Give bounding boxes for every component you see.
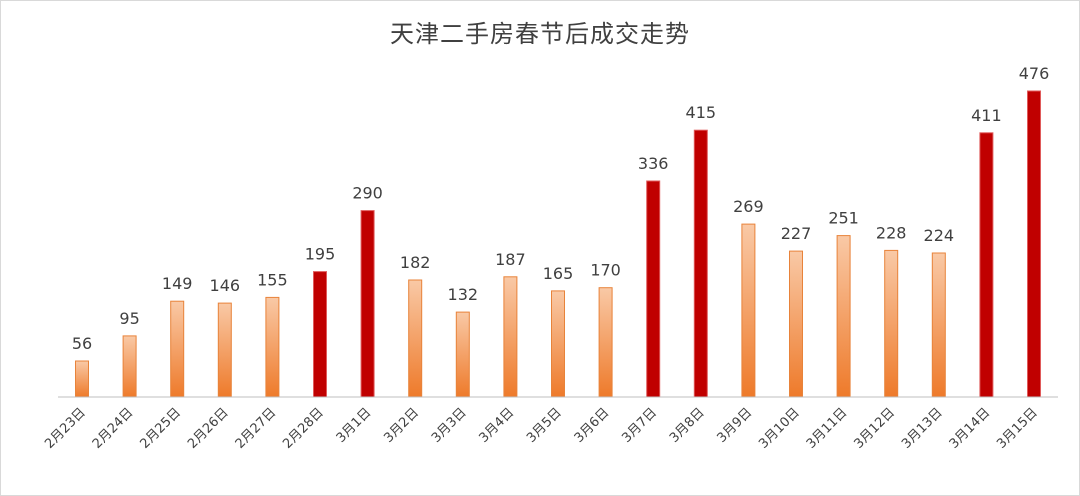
- x-tick-label-3月7日: 3月7日: [619, 405, 660, 446]
- x-tick-label-3月9日: 3月9日: [715, 405, 756, 446]
- data-label-2月25日: 149: [162, 274, 193, 293]
- data-label-3月11日: 251: [828, 209, 859, 228]
- data-label-3月9日: 269: [733, 197, 764, 216]
- bars-group: [75, 90, 1041, 398]
- chart-title: 天津二手房春节后成交走势: [390, 20, 690, 48]
- data-label-3月6日: 170: [590, 261, 621, 280]
- bar-3月3日: [455, 311, 470, 398]
- data-label-2月28日: 195: [305, 245, 336, 264]
- bar-3月14日: [979, 132, 994, 398]
- data-label-2月23日: 56: [72, 334, 92, 353]
- x-tick-label-3月13日: 3月13日: [899, 405, 946, 452]
- data-label-3月1日: 290: [352, 184, 383, 203]
- data-label-3月3日: 132: [448, 285, 479, 304]
- x-tick-label-2月28日: 2月28日: [280, 405, 327, 452]
- bar-3月4日: [503, 276, 518, 398]
- data-label-3月5日: 165: [543, 264, 574, 283]
- x-tick-label-2月23日: 2月23日: [42, 405, 89, 452]
- bar-3月7日: [646, 180, 661, 398]
- bar-3月5日: [551, 290, 565, 398]
- bar-3月13日: [931, 252, 946, 398]
- data-label-3月7日: 336: [638, 154, 669, 173]
- x-tick-label-2月25日: 2月25日: [137, 405, 184, 452]
- data-label-3月4日: 187: [495, 250, 526, 269]
- bar-2月24日: [122, 335, 137, 398]
- bar-3月9日: [741, 223, 756, 398]
- value-labels-group: 56 95 149 146 155 195 290 182 132 187 165 170 336 415…: [72, 64, 1049, 353]
- data-label-2月26日: 146: [210, 276, 241, 295]
- bar-3月12日: [884, 249, 899, 398]
- x-tick-label-3月1日: 3月1日: [334, 405, 375, 446]
- bar-2月25日: [170, 300, 185, 398]
- data-label-2月27日: 155: [257, 270, 288, 289]
- data-label-3月12日: 228: [876, 223, 907, 242]
- bar-3月6日: [598, 287, 613, 398]
- x-tick-label-3月8日: 3月8日: [667, 405, 708, 446]
- x-tick-label-2月26日: 2月26日: [185, 405, 232, 452]
- x-tick-labels-group: 2月23日 2月24日 2月25日 2月26日 2月27日 2月28日 3月1日 3月2日 3月…: [42, 405, 1041, 452]
- data-label-3月13日: 224: [924, 226, 955, 245]
- bar-3月1日: [360, 210, 375, 398]
- x-tick-label-3月4日: 3月4日: [477, 405, 518, 446]
- data-label-2月24日: 95: [119, 309, 139, 328]
- data-label-3月14日: 411: [971, 106, 1002, 125]
- x-tick-label-3月11日: 3月11日: [804, 405, 851, 452]
- bar-3月2日: [408, 279, 423, 398]
- x-tick-label-3月15日: 3月15日: [994, 405, 1041, 452]
- bar-2月27日: [265, 296, 280, 398]
- bar-3月10日: [789, 250, 803, 398]
- x-tick-label-3月6日: 3月6日: [572, 405, 613, 446]
- bar-2月28日: [313, 271, 327, 398]
- data-label-3月10日: 227: [781, 224, 812, 243]
- data-label-3月15日: 476: [1019, 64, 1050, 83]
- x-tick-label-3月5日: 3月5日: [524, 405, 565, 446]
- x-tick-label-3月14日: 3月14日: [947, 405, 994, 452]
- bar-3月15日: [1027, 90, 1041, 398]
- bar-2月23日: [75, 360, 89, 398]
- bar-2月26日: [217, 302, 232, 398]
- data-label-3月8日: 415: [686, 103, 717, 122]
- x-tick-label-3月10日: 3月10日: [756, 405, 803, 452]
- bar-3月8日: [693, 129, 708, 398]
- x-tick-label-2月24日: 2月24日: [90, 405, 137, 452]
- x-tick-label-3月3日: 3月3日: [429, 405, 470, 446]
- x-tick-label-2月27日: 2月27日: [233, 405, 280, 452]
- x-tick-label-3月2日: 3月2日: [381, 405, 422, 446]
- data-label-3月2日: 182: [400, 253, 431, 272]
- bar-3月11日: [836, 235, 851, 398]
- x-tick-label-3月12日: 3月12日: [851, 405, 898, 452]
